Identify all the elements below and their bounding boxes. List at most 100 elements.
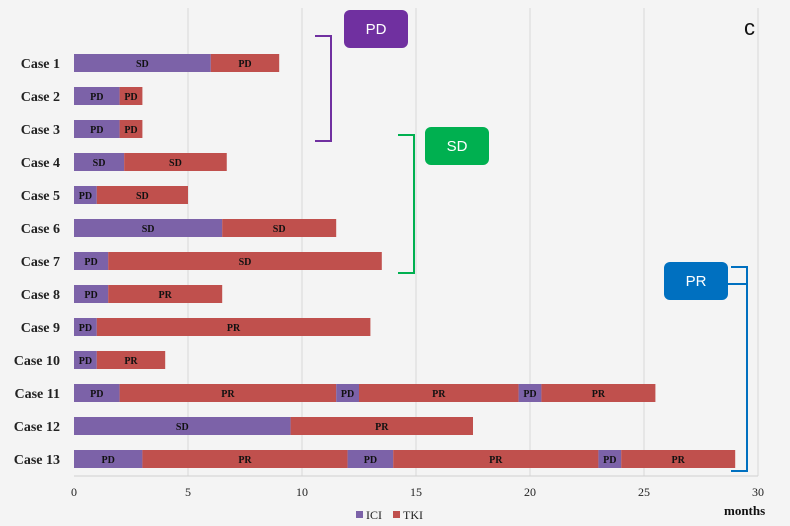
bar-segment [119, 87, 143, 105]
case-label: Case 13 [14, 453, 60, 468]
bar-segment [119, 120, 143, 138]
segment-response-label: SD [273, 224, 286, 235]
bar-segment [359, 384, 519, 402]
group-label-box [664, 262, 728, 300]
segment-response-label: SD [136, 191, 149, 202]
x-tick-label: 20 [524, 485, 536, 499]
segment-response-label: PR [592, 389, 606, 400]
segment-response-label: PD [603, 455, 616, 466]
segment-response-label: PR [124, 356, 138, 367]
legend-swatch-tki [393, 511, 400, 518]
segment-response-label: PD [523, 389, 536, 400]
segment-response-label: PD [90, 92, 103, 103]
bar-segment [96, 186, 188, 204]
segment-response-label: PD [341, 389, 354, 400]
bar-segment [124, 153, 227, 171]
x-tick-label: 15 [410, 485, 422, 499]
case-label: Case 7 [21, 255, 60, 270]
case-label: Case 11 [15, 387, 61, 402]
segment-response-label: PR [672, 455, 686, 466]
case-label: Case 6 [21, 222, 60, 237]
bar-segment [74, 417, 291, 435]
bar-segment [74, 219, 223, 237]
group-label-box [344, 10, 408, 48]
legend-label-tki: TKI [403, 508, 423, 522]
segment-response-label: PD [238, 59, 251, 70]
x-tick-label: 0 [71, 485, 77, 499]
bar-segment [108, 285, 223, 303]
case-label: Case 5 [21, 189, 60, 204]
group-label-box [425, 127, 489, 165]
segment-response-label: PD [84, 290, 97, 301]
bar-segment [74, 252, 109, 270]
label-layer: 0 5 10 15 20 25 30 Case 1 SD PD Case 2 PD PD Case 3 PD… [14, 57, 764, 499]
segment-response-label: PD [102, 455, 115, 466]
group-bracket [315, 35, 332, 142]
segment-response-label: PD [79, 356, 92, 367]
bar-segment [119, 384, 337, 402]
case-label: Case 3 [21, 123, 60, 138]
bar-segment [142, 450, 348, 468]
segment-response-label: PD [90, 389, 103, 400]
bar-segment [541, 384, 656, 402]
bar-segment [347, 450, 394, 468]
x-tick-label: 10 [296, 485, 308, 499]
bar-segment [74, 384, 120, 402]
legend: ICI TKI [356, 508, 423, 522]
segment-response-label: SD [239, 257, 252, 268]
bar-segment [74, 153, 125, 171]
case-label: Case 2 [21, 90, 60, 105]
bar-segment [74, 450, 143, 468]
segment-response-label: PR [159, 290, 173, 301]
grid-layer [74, 8, 759, 477]
x-tick-label: 30 [752, 485, 764, 499]
segment-response-label: PR [221, 389, 235, 400]
segment-response-label: SD [169, 158, 182, 169]
bar-segment [598, 450, 622, 468]
segment-response-label: PD [124, 92, 137, 103]
group-bracket [398, 134, 415, 274]
legend-swatch-ici [356, 511, 363, 518]
segment-response-label: SD [176, 422, 189, 433]
segment-response-label: PD [79, 191, 92, 202]
case-label: Case 8 [21, 288, 60, 303]
segment-response-label: PR [227, 323, 241, 334]
bar-layer [74, 54, 736, 468]
case-label: Case 4 [21, 156, 60, 171]
case-label: Case 1 [21, 57, 60, 72]
case-label: Case 9 [21, 321, 60, 336]
segment-response-label: SD [136, 59, 149, 70]
segment-response-label: PD [79, 323, 92, 334]
segment-response-label: PD [84, 257, 97, 268]
segment-response-label: SD [93, 158, 106, 169]
segment-response-label: PD [364, 455, 377, 466]
case-label: Case 12 [14, 420, 60, 435]
segment-response-label: PR [432, 389, 446, 400]
panel-label: c [744, 15, 755, 40]
bar-segment [96, 351, 166, 369]
segment-response-label: PR [238, 455, 252, 466]
case-label: Case 10 [14, 354, 60, 369]
bar-segment [74, 186, 97, 204]
legend-label-ici: ICI [366, 508, 382, 522]
segment-response-label: PR [489, 455, 503, 466]
bar-segment [336, 384, 359, 402]
group-bracket [731, 266, 748, 472]
bar-segment [108, 252, 382, 270]
bar-segment [393, 450, 599, 468]
x-tick-label: 5 [185, 485, 191, 499]
group-label-text: SD [447, 138, 468, 155]
bar-segment [74, 285, 109, 303]
x-axis-title: months [724, 503, 765, 518]
bar-segment [518, 384, 542, 402]
bar-segment [621, 450, 736, 468]
bar-segment [74, 54, 211, 72]
segment-response-label: PD [90, 125, 103, 136]
bar-segment [210, 54, 280, 72]
segment-response-label: SD [142, 224, 155, 235]
segment-response-label: PD [124, 125, 137, 136]
bar-segment [222, 219, 337, 237]
bar-segment [74, 120, 120, 138]
segment-response-label: PR [375, 422, 389, 433]
